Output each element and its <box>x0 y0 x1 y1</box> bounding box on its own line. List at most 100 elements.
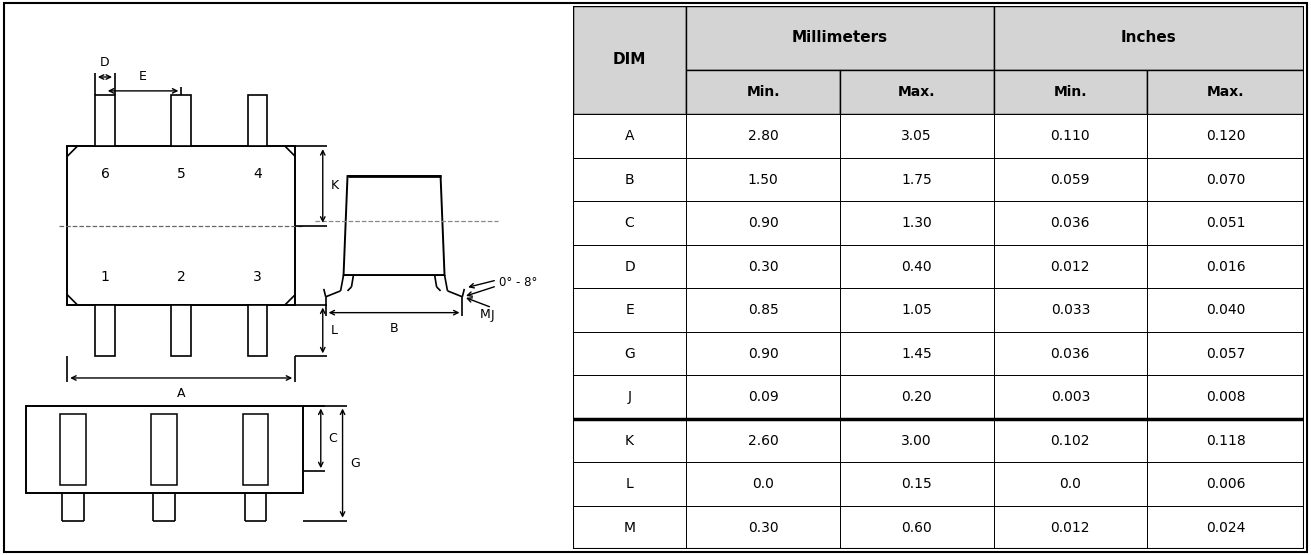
Text: 0.102: 0.102 <box>1050 433 1091 448</box>
Bar <box>248 305 267 356</box>
Bar <box>573 6 686 114</box>
Text: D: D <box>100 56 110 69</box>
Text: 0.20: 0.20 <box>902 390 932 404</box>
Bar <box>840 158 994 201</box>
Text: 2: 2 <box>177 270 186 284</box>
Bar <box>573 245 686 289</box>
Bar <box>573 114 686 158</box>
Text: A: A <box>177 387 185 400</box>
Bar <box>686 245 840 289</box>
Text: Min.: Min. <box>746 85 780 99</box>
Bar <box>1147 375 1304 419</box>
Text: C: C <box>625 216 635 230</box>
Text: 0.85: 0.85 <box>747 303 779 317</box>
Bar <box>573 419 686 462</box>
Text: 0.30: 0.30 <box>747 260 779 274</box>
Bar <box>172 305 191 356</box>
Bar <box>994 158 1147 201</box>
Bar <box>1147 506 1304 549</box>
Text: 3.00: 3.00 <box>902 433 932 448</box>
Text: B: B <box>625 173 635 186</box>
Text: A: A <box>625 129 635 143</box>
Text: 3: 3 <box>253 270 262 284</box>
Text: 0.070: 0.070 <box>1206 173 1245 186</box>
Text: 0.0: 0.0 <box>1059 477 1082 491</box>
Bar <box>686 332 840 375</box>
Bar <box>994 245 1147 289</box>
Bar <box>243 413 269 485</box>
Bar <box>60 413 87 485</box>
Text: 0.006: 0.006 <box>1206 477 1245 491</box>
Text: Millimeters: Millimeters <box>792 30 888 45</box>
Bar <box>172 95 191 147</box>
Text: 4: 4 <box>253 167 262 181</box>
Text: E: E <box>139 70 147 83</box>
Bar <box>96 95 115 147</box>
Bar <box>1147 462 1304 506</box>
Bar <box>686 70 840 114</box>
Text: 0.036: 0.036 <box>1050 347 1091 361</box>
Bar <box>994 506 1147 549</box>
Text: 0.09: 0.09 <box>747 390 779 404</box>
Text: G: G <box>350 457 361 470</box>
Bar <box>573 289 686 332</box>
Bar <box>840 289 994 332</box>
Bar <box>994 419 1147 462</box>
Bar <box>686 201 840 245</box>
Text: 0.30: 0.30 <box>747 521 779 534</box>
Text: 1.75: 1.75 <box>902 173 932 186</box>
Bar <box>994 289 1147 332</box>
Bar <box>686 375 840 419</box>
Text: K: K <box>330 179 338 193</box>
Text: Inches: Inches <box>1121 30 1177 45</box>
Bar <box>1147 70 1304 114</box>
Text: 0.60: 0.60 <box>902 521 932 534</box>
Bar <box>152 413 177 485</box>
Text: E: E <box>625 303 635 317</box>
Text: 1: 1 <box>101 270 109 284</box>
Text: J: J <box>628 390 632 404</box>
Text: 2.80: 2.80 <box>747 129 779 143</box>
Text: 0.033: 0.033 <box>1050 303 1089 317</box>
Bar <box>1147 289 1304 332</box>
Text: 0.90: 0.90 <box>747 347 779 361</box>
Text: Max.: Max. <box>898 85 936 99</box>
Text: L: L <box>625 477 633 491</box>
Text: L: L <box>330 324 338 337</box>
Text: 0.008: 0.008 <box>1206 390 1245 404</box>
Bar <box>840 332 994 375</box>
Text: 1.45: 1.45 <box>902 347 932 361</box>
Bar <box>573 158 686 201</box>
Text: 2.60: 2.60 <box>747 433 779 448</box>
Text: 0.90: 0.90 <box>747 216 779 230</box>
Text: Max.: Max. <box>1207 85 1244 99</box>
Text: 1.05: 1.05 <box>902 303 932 317</box>
Polygon shape <box>343 176 444 275</box>
Bar <box>686 6 994 70</box>
Bar <box>840 70 994 114</box>
Text: M: M <box>480 308 490 321</box>
Text: 0.110: 0.110 <box>1050 129 1091 143</box>
Text: 0.012: 0.012 <box>1050 260 1091 274</box>
Text: 0.059: 0.059 <box>1050 173 1091 186</box>
Bar <box>573 462 686 506</box>
Text: 0.040: 0.040 <box>1206 303 1245 317</box>
Bar <box>573 201 686 245</box>
Bar <box>1147 332 1304 375</box>
Bar <box>994 332 1147 375</box>
Text: DIM: DIM <box>614 52 646 68</box>
Bar <box>840 506 994 549</box>
Text: 0.003: 0.003 <box>1050 390 1089 404</box>
Bar <box>686 506 840 549</box>
Text: D: D <box>624 260 635 274</box>
Text: M: M <box>624 521 636 534</box>
Text: Min.: Min. <box>1054 85 1087 99</box>
Text: 0.012: 0.012 <box>1050 521 1091 534</box>
Bar <box>573 332 686 375</box>
Text: C: C <box>329 432 337 445</box>
Bar <box>840 419 994 462</box>
Text: 0.120: 0.120 <box>1206 129 1245 143</box>
Text: 1.50: 1.50 <box>747 173 779 186</box>
Text: 0.15: 0.15 <box>902 477 932 491</box>
Bar <box>994 114 1147 158</box>
